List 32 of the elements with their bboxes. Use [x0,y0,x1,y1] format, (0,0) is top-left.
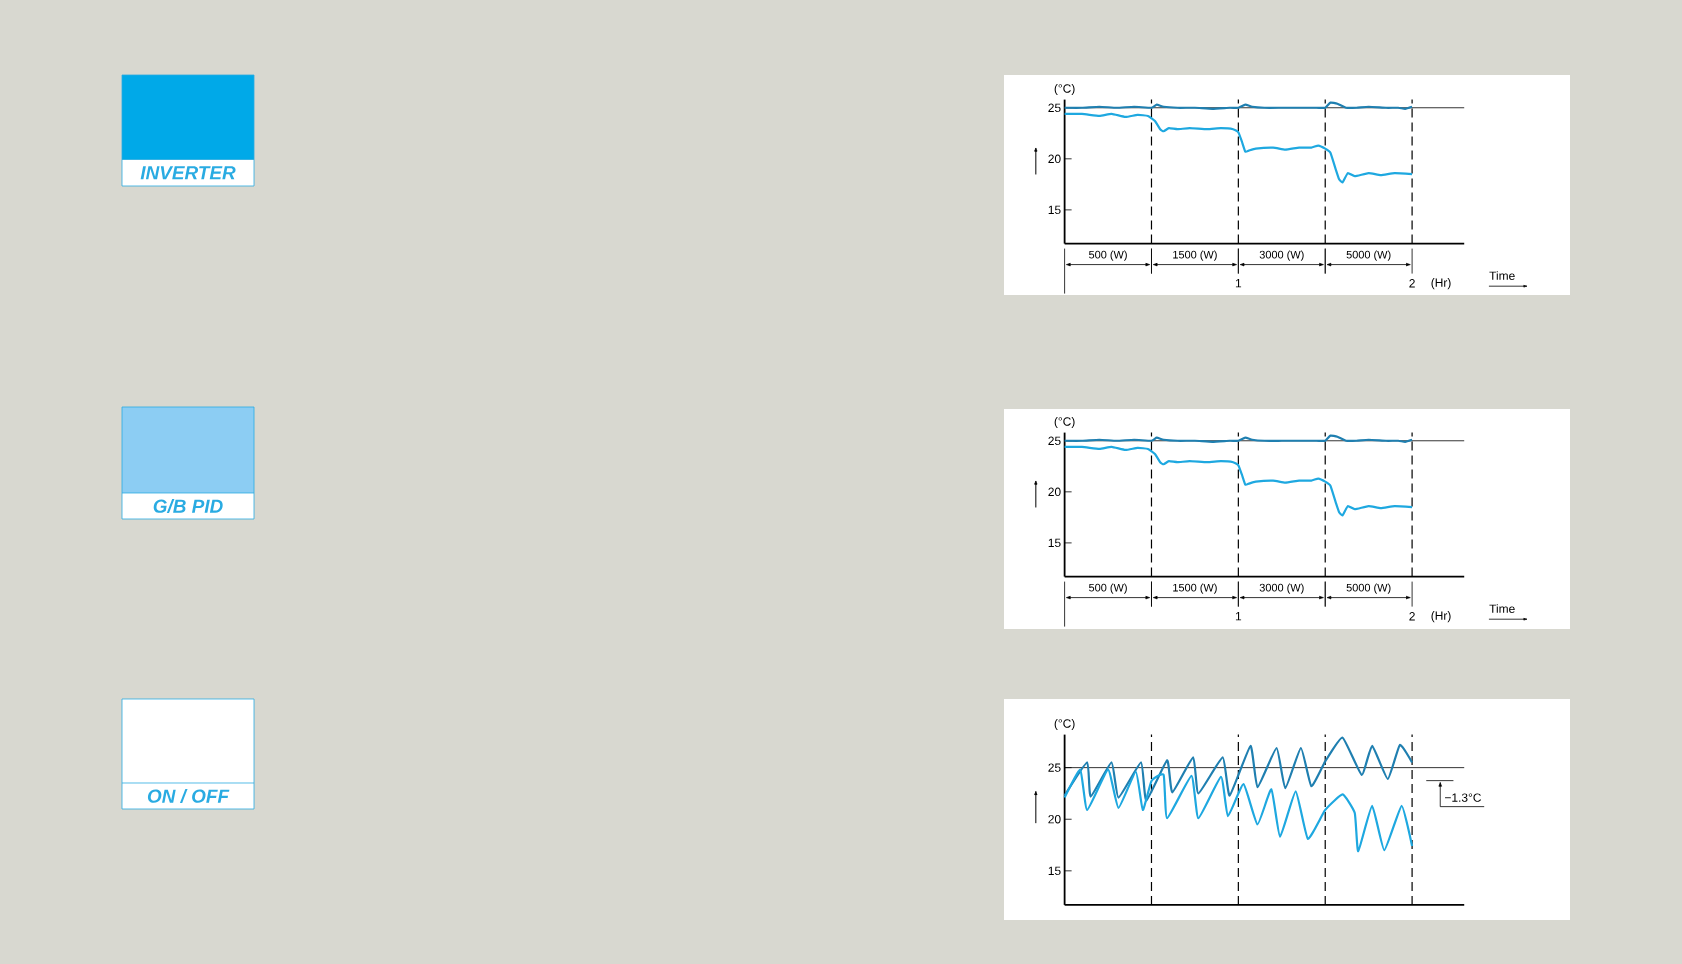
text: G/B PID [153,498,223,514]
x-axis-title: (Hr) [1431,611,1451,623]
x-tick-label: 2 [1409,612,1415,621]
y-tick-label: 25 [1048,103,1061,112]
text: 5000 (W) [1346,583,1391,594]
text: 3000 (W) [1259,583,1304,594]
text: 500 (W) [1089,583,1127,594]
text: Time [1489,271,1515,280]
x-tick-label: 2 [1409,279,1415,288]
text: Time [1489,604,1515,613]
x-tick-label: 1 [1235,612,1242,621]
text: 500 (W) [1089,250,1127,261]
y-tick-label: 20 [1048,487,1061,497]
y-tick-label: 15 [1048,205,1061,215]
y-tick-label: 25 [1048,763,1061,772]
text: ON / OFF [147,788,230,804]
y-axis-title: (°C) [1054,416,1075,429]
annotation: −1.3°C [1445,793,1481,802]
text: 3000 (W) [1259,250,1304,261]
y-tick-label: 15 [1048,866,1061,875]
text: 5000 (W) [1346,250,1391,261]
y-axis-title: (°C) [1054,83,1075,96]
y-tick-label: 25 [1048,436,1061,445]
y-tick-label: 15 [1048,538,1061,548]
x-axis-title: (Hr) [1431,278,1451,290]
y-tick-label: 20 [1048,815,1061,824]
x-tick-label: 1 [1235,279,1242,288]
text: 1500 (W) [1173,583,1217,594]
text: 1500 (W) [1173,250,1217,261]
text: INVERTER [140,166,236,180]
y-tick-label: 20 [1048,154,1061,164]
y-axis-title: (°C) [1054,718,1075,731]
